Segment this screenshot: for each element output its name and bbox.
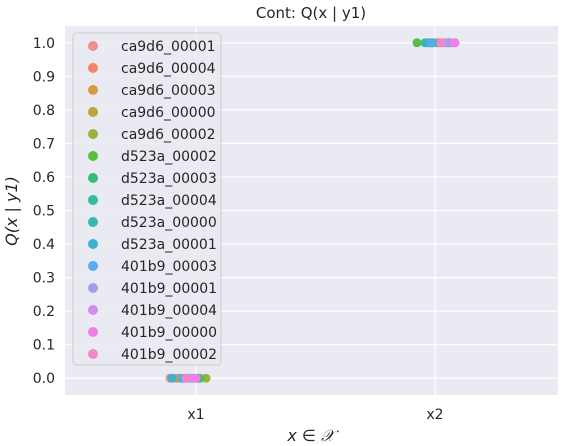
legend-label: d523a_00000	[121, 215, 217, 231]
y-tick-label: 0.5	[33, 204, 55, 220]
legend-marker	[88, 195, 98, 205]
legend-marker	[88, 217, 98, 227]
data-point	[167, 373, 177, 383]
data-point	[181, 373, 191, 383]
y-tick-label: 0.7	[33, 136, 55, 152]
x-axis-label: x ∈ 𝒳	[286, 426, 340, 445]
chart-title: Cont: Q(x | y1)	[256, 4, 366, 22]
legend-label: ca9d6_00004	[121, 61, 216, 77]
legend-marker	[88, 107, 98, 117]
y-axis-label: Q(x | y1)	[2, 176, 21, 246]
y-axis-ticks: 0.0 0.1 0.2 0.3 0.4 0.5 0.6 0.7 0.8 0.9 1.0	[33, 36, 55, 387]
y-tick-label: 0.0	[33, 371, 55, 387]
legend-marker	[88, 283, 98, 293]
legend-label: ca9d6_00003	[121, 83, 216, 99]
y-tick-label: 0.1	[33, 338, 55, 354]
data-point	[191, 373, 201, 383]
y-tick-label: 0.4	[33, 237, 55, 253]
y-tick-label: 0.3	[33, 271, 55, 287]
data-point	[412, 38, 422, 48]
y-tick-label: 0.2	[33, 304, 55, 320]
x-axis-ticks: x1 x2	[187, 407, 443, 423]
legend-label: ca9d6_00002	[121, 127, 216, 143]
legend-label: d523a_00003	[121, 171, 217, 187]
legend-label: 401b9_00000	[121, 325, 217, 341]
legend-marker	[88, 85, 98, 95]
legend-label: 401b9_00001	[121, 281, 217, 297]
legend-label: ca9d6_00001	[121, 39, 216, 55]
y-tick-label: 1.0	[33, 36, 55, 52]
legend-marker	[88, 151, 98, 161]
legend-label: d523a_00004	[121, 193, 217, 209]
y-tick-label: 0.9	[33, 69, 55, 85]
legend-marker	[88, 63, 98, 73]
legend-marker	[88, 173, 98, 183]
legend-marker	[88, 41, 98, 51]
legend-marker	[88, 261, 98, 271]
legend-label: 401b9_00003	[121, 259, 217, 275]
legend: ca9d6_00001 ca9d6_00004 ca9d6_00003 ca9d6_0…	[72, 32, 222, 366]
legend-label: 401b9_00002	[121, 347, 217, 363]
y-tick-label: 0.8	[33, 103, 55, 119]
data-points	[165, 38, 460, 383]
data-point	[426, 38, 436, 48]
legend-label: ca9d6_00000	[121, 105, 216, 121]
legend-marker	[88, 129, 98, 139]
legend-marker	[88, 327, 98, 337]
legend-label: d523a_00001	[121, 237, 217, 253]
legend-label: 401b9_00004	[121, 303, 217, 319]
y-tick-label: 0.6	[33, 170, 55, 186]
legend-label: d523a_00002	[121, 149, 217, 165]
legend-box	[72, 32, 222, 366]
legend-marker	[88, 349, 98, 359]
x-tick-label: x2	[426, 407, 443, 423]
data-point	[436, 38, 446, 48]
legend-marker	[88, 305, 98, 315]
x-tick-label: x1	[187, 407, 204, 423]
data-point	[450, 38, 460, 48]
legend-marker	[88, 239, 98, 249]
